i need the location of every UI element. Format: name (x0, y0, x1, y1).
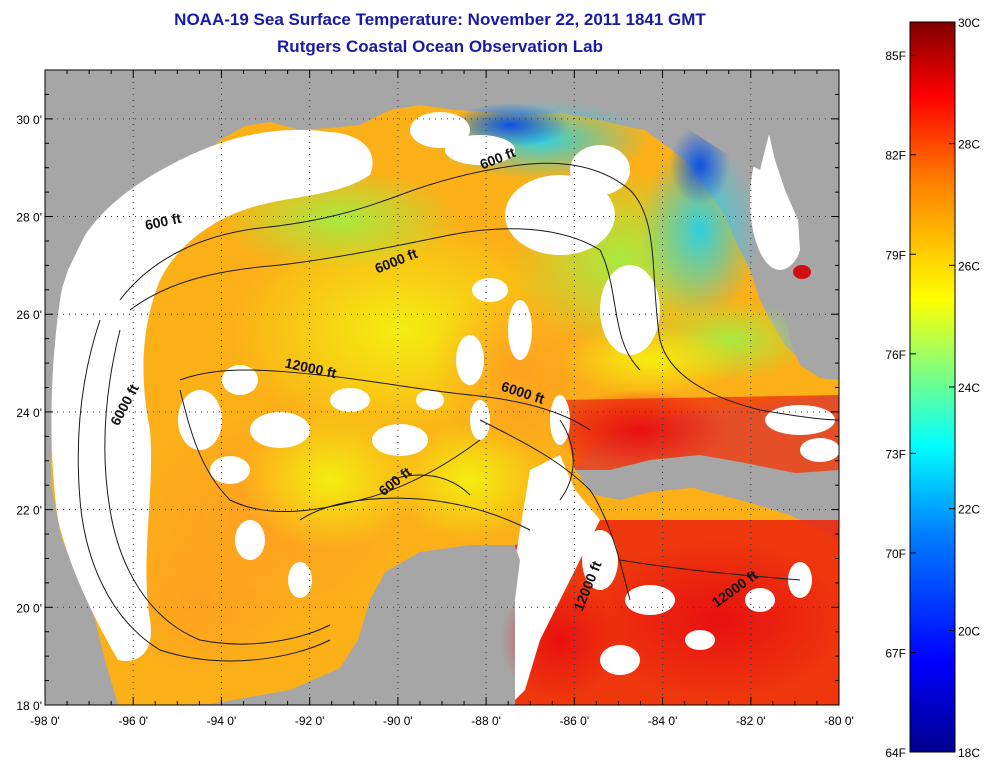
lat-tick-label: 24 0' (16, 406, 42, 420)
colorbar-fahrenheit-label: 70F (885, 547, 906, 561)
lat-tick-label: 22 0' (16, 504, 42, 518)
colorbar-fahrenheit-label: 82F (885, 149, 906, 163)
colorbar-celsius-label: 18C (958, 746, 980, 760)
bathymetry-contours (77, 162, 839, 662)
lat-tick-label: 20 0' (16, 601, 42, 615)
lon-tick-label: -84 0' (648, 714, 678, 728)
cuba-landmass (580, 455, 839, 500)
colorbar-fahrenheit-label: 85F (885, 49, 906, 63)
lon-tick-label: -96 0' (118, 714, 148, 728)
yucatan-landmass (380, 546, 520, 705)
lon-tick-label: -80 0' (824, 714, 854, 728)
lon-tick-label: -88 0' (471, 714, 501, 728)
lon-tick-label: -92 0' (295, 714, 325, 728)
map-title: NOAA-19 Sea Surface Temperature: Novembe… (174, 10, 706, 29)
colorbar-fahrenheit-label: 64F (885, 746, 906, 760)
contour-depth-label: 600 ft (144, 210, 183, 233)
temperature-colorbar: 85F 82F 79F 76F 73F 70F 67F 64F 30C 28C 26C 24C 22C… (885, 16, 980, 760)
colorbar-fahrenheit-label: 73F (885, 447, 906, 461)
lat-tick-label: 28 0' (16, 211, 42, 225)
colorbar-celsius-label: 26C (958, 259, 980, 273)
florida-peninsula (768, 90, 839, 380)
lon-tick-label: -86 0' (560, 714, 590, 728)
lat-tick-label: 26 0' (16, 308, 42, 322)
colorbar-celsius-label: 20C (958, 624, 980, 638)
north-coast-land (45, 70, 839, 340)
colorbar-celsius-label: 24C (958, 381, 980, 395)
colorbar-celsius-label: 22C (958, 503, 980, 517)
colorbar-fahrenheit-label: 76F (885, 348, 906, 362)
mexico-west-land (45, 310, 112, 705)
lon-tick-label: -82 0' (736, 714, 766, 728)
lat-tick-label: 18 0' (16, 699, 42, 713)
colorbar-gradient (909, 21, 956, 753)
lon-tick-label: -98 0' (30, 714, 60, 728)
lon-tick-label: -90 0' (383, 714, 413, 728)
graticule (45, 70, 839, 705)
map-subtitle: Rutgers Coastal Ocean Observation Lab (277, 37, 603, 56)
lon-tick-label: -94 0' (207, 714, 237, 728)
colorbar-celsius-label: 28C (958, 138, 980, 152)
colorbar-fahrenheit-label: 67F (885, 646, 906, 660)
lat-tick-label: 30 0' (16, 113, 42, 127)
colorbar-fahrenheit-label: 79F (885, 248, 906, 262)
colorbar-celsius-label: 30C (958, 16, 980, 30)
